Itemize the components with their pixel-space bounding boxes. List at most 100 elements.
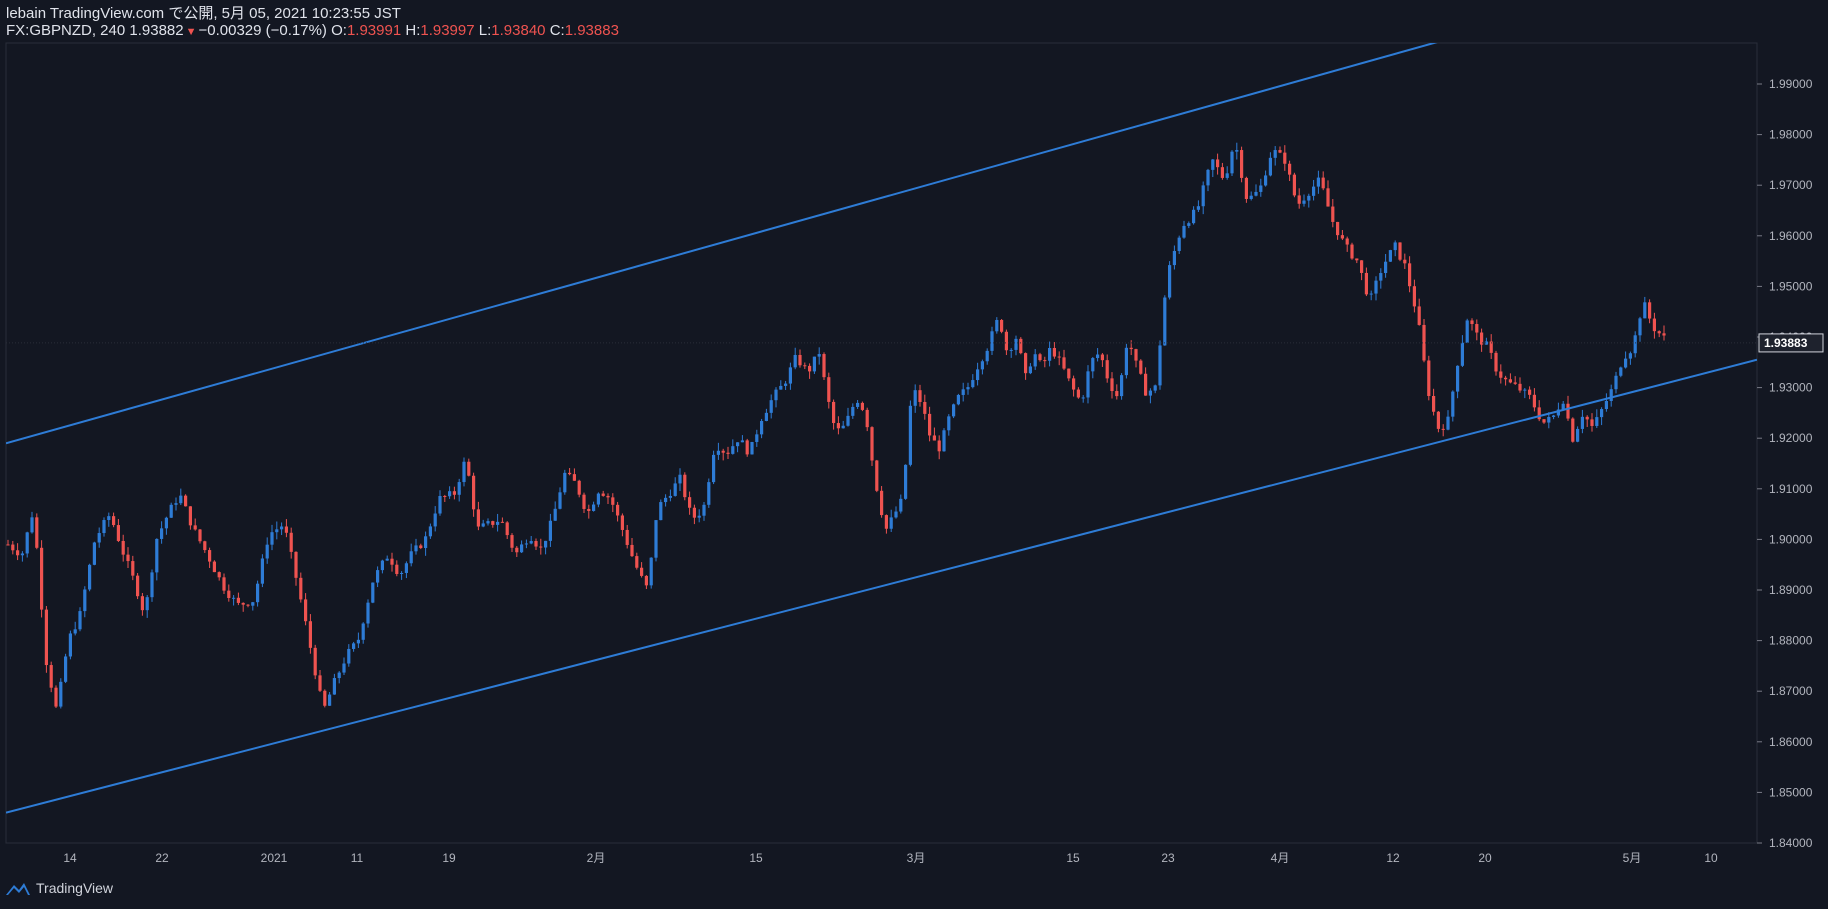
candle <box>760 418 764 439</box>
candle <box>956 393 960 406</box>
candle <box>1086 365 1090 404</box>
candle <box>1302 194 1306 207</box>
candle <box>856 399 860 409</box>
candle <box>587 504 591 519</box>
x-tick-label: 23 <box>1161 851 1175 865</box>
candle <box>356 632 360 648</box>
low-value: 1.93840 <box>491 22 546 39</box>
candle <box>731 439 735 455</box>
candle <box>1148 388 1152 404</box>
y-tick-label: 1.91000 <box>1769 482 1813 496</box>
channel-lines[interactable] <box>6 0 1757 814</box>
candle <box>256 580 260 607</box>
candle <box>544 540 548 555</box>
candle <box>750 441 754 455</box>
candle <box>505 521 509 539</box>
candle <box>1072 375 1076 397</box>
candle <box>1216 153 1220 175</box>
candle <box>54 685 58 708</box>
candle <box>270 524 274 551</box>
candle <box>332 673 336 695</box>
channel-line-upper[interactable] <box>6 0 1757 445</box>
candle <box>707 478 711 508</box>
candle <box>976 362 980 386</box>
candle <box>44 606 48 673</box>
candle <box>1187 221 1191 229</box>
y-tick-label: 1.86000 <box>1769 735 1813 749</box>
candle <box>6 539 10 546</box>
candle <box>1182 220 1186 239</box>
candle <box>995 317 999 334</box>
x-tick-label: 22 <box>155 851 169 865</box>
tradingview-brand[interactable]: TradingView <box>5 880 113 896</box>
candle <box>548 513 552 547</box>
last-price-marker <box>1758 333 1824 353</box>
candle <box>352 641 356 652</box>
candle <box>1336 221 1340 240</box>
candle <box>1249 191 1253 201</box>
candle <box>462 457 466 487</box>
candle <box>20 551 24 562</box>
candle <box>361 622 365 644</box>
candle <box>179 488 183 506</box>
candle <box>1038 352 1042 362</box>
candle <box>779 380 783 390</box>
candle <box>174 497 178 511</box>
candle <box>688 491 692 515</box>
candle <box>160 521 164 544</box>
candle <box>150 569 154 602</box>
plot-border <box>5 42 1758 844</box>
candle <box>97 527 101 548</box>
time-axis[interactable]: 14 22 2021 11 19 2月 15 3月 15 23 4月 12 20 5月 10 <box>63 851 1718 865</box>
candle <box>812 356 816 374</box>
candle <box>390 552 394 572</box>
candle <box>961 382 965 402</box>
candle <box>35 513 39 550</box>
candle <box>1120 373 1124 400</box>
candle <box>1124 343 1128 379</box>
y-tick-label: 1.93000 <box>1769 381 1813 395</box>
candle <box>1638 316 1642 342</box>
candle <box>337 671 341 684</box>
candle <box>448 486 452 499</box>
candle <box>827 372 831 409</box>
candle <box>596 492 600 508</box>
candle <box>280 522 284 536</box>
candle <box>1240 146 1244 183</box>
candle <box>366 599 370 628</box>
open-value: 1.93991 <box>346 22 402 39</box>
candle <box>251 601 255 611</box>
candle <box>342 657 346 676</box>
candle <box>620 513 624 537</box>
candle <box>1100 353 1104 367</box>
y-tick-label: 1.90000 <box>1769 532 1813 546</box>
candle <box>568 468 572 476</box>
candle <box>1033 349 1037 370</box>
candle <box>1384 253 1388 278</box>
candle <box>1398 242 1402 262</box>
candle <box>1220 162 1224 180</box>
price-axis[interactable]: 1.990001.980001.970001.960001.950001.940… <box>6 77 1824 850</box>
y-tick-label: 1.99000 <box>1769 77 1813 91</box>
candle <box>822 352 826 380</box>
candle <box>736 442 740 453</box>
candle <box>1504 375 1508 386</box>
candle <box>232 595 236 606</box>
channel-line-lower[interactable] <box>6 358 1757 814</box>
candle <box>1422 318 1426 363</box>
candle <box>740 435 744 443</box>
candle <box>184 494 188 507</box>
candle <box>784 380 788 391</box>
candle <box>1177 235 1181 254</box>
candle <box>553 501 557 521</box>
candle <box>1393 240 1397 257</box>
candle <box>1547 412 1551 429</box>
candle <box>1331 199 1335 228</box>
candle <box>496 513 500 532</box>
candle <box>1403 253 1407 269</box>
candle <box>1201 181 1205 215</box>
candle <box>1576 426 1580 443</box>
candle <box>1633 331 1637 358</box>
candle <box>894 506 898 519</box>
